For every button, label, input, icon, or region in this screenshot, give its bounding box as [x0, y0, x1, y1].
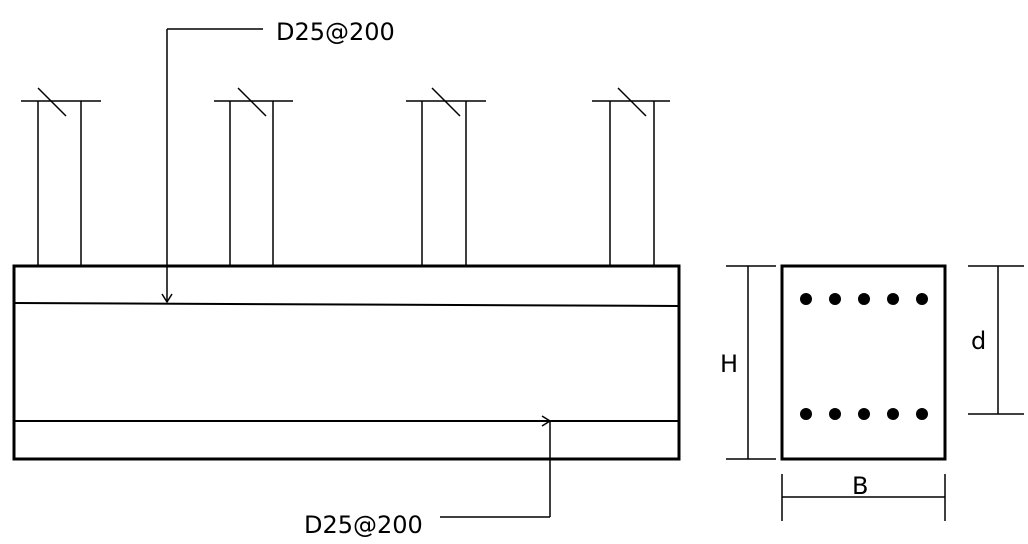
column-1 — [21, 87, 101, 266]
height-dimension — [726, 265, 776, 460]
effective-depth-label: d — [971, 327, 986, 355]
top-rebar-line — [13, 302, 680, 307]
beam-cross-section — [780, 264, 947, 461]
bottom-rebar-leader — [440, 415, 552, 518]
bottom-rebar-label: D25@200 — [304, 511, 423, 539]
top-rebar-dot — [800, 293, 812, 305]
effective-depth-dimension — [968, 265, 1024, 415]
bottom-rebar-dot — [800, 408, 812, 420]
bottom-rebar-dots — [800, 408, 928, 420]
column-break-mark — [37, 87, 67, 117]
top-rebar-dot — [916, 293, 928, 305]
beam-elevation — [12, 264, 681, 461]
top-rebar-dot — [887, 293, 899, 305]
width-dimension — [781, 474, 946, 521]
bottom-rebar-dot — [829, 408, 841, 420]
bottom-rebar-dot — [887, 408, 899, 420]
width-label: B — [852, 472, 868, 500]
height-label: H — [720, 350, 738, 378]
bottom-rebar-dot — [858, 408, 870, 420]
column-break-mark — [617, 87, 647, 117]
column-break-mark — [431, 87, 461, 117]
top-rebar-leader — [161, 28, 263, 304]
top-rebar-dot — [829, 293, 841, 305]
bottom-rebar-dot — [916, 408, 928, 420]
column-3 — [406, 87, 486, 266]
top-rebar-dot — [858, 293, 870, 305]
column-2 — [214, 87, 293, 266]
column-4 — [592, 87, 670, 266]
top-rebar-dots — [800, 293, 928, 305]
column-break-mark — [237, 87, 267, 117]
top-rebar-label: D25@200 — [276, 18, 395, 46]
